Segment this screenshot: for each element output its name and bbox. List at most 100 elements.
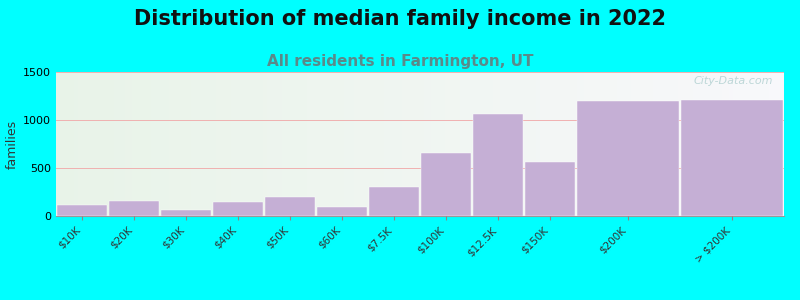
Bar — [133, 72, 136, 216]
Bar — [89, 72, 93, 216]
Bar — [460, 72, 464, 216]
Bar — [303, 72, 307, 216]
Bar — [107, 72, 110, 216]
Bar — [322, 72, 326, 216]
Bar — [370, 187, 418, 216]
Bar — [274, 72, 278, 216]
Bar — [58, 206, 106, 216]
Bar — [707, 72, 711, 216]
Bar — [220, 72, 223, 216]
Bar — [697, 72, 700, 216]
Bar — [296, 72, 300, 216]
Bar — [213, 72, 216, 216]
Bar — [558, 72, 562, 216]
Bar — [722, 72, 726, 216]
Bar — [260, 72, 263, 216]
Bar — [514, 72, 518, 216]
Bar — [577, 72, 580, 216]
Bar — [526, 162, 574, 216]
Bar — [638, 72, 642, 216]
Bar — [343, 72, 347, 216]
Bar — [675, 72, 678, 216]
Bar — [613, 72, 617, 216]
Bar — [777, 72, 780, 216]
Bar — [333, 72, 336, 216]
Bar — [362, 72, 366, 216]
Y-axis label: families: families — [6, 119, 19, 169]
Bar — [329, 72, 333, 216]
Bar — [573, 72, 577, 216]
Bar — [234, 72, 238, 216]
Bar — [162, 72, 166, 216]
Bar — [347, 72, 351, 216]
Bar — [402, 72, 406, 216]
Bar — [351, 72, 354, 216]
Bar — [678, 72, 682, 216]
Bar — [278, 72, 282, 216]
Bar — [511, 72, 514, 216]
Bar — [416, 72, 420, 216]
Bar — [551, 72, 554, 216]
Bar — [114, 72, 118, 216]
Bar — [183, 72, 187, 216]
Bar — [657, 72, 660, 216]
Bar — [693, 72, 697, 216]
Bar — [266, 197, 314, 216]
Bar — [289, 72, 293, 216]
Bar — [770, 72, 773, 216]
Bar — [122, 72, 125, 216]
Bar — [125, 72, 129, 216]
Bar — [194, 72, 198, 216]
Text: All residents in Farmington, UT: All residents in Farmington, UT — [266, 54, 534, 69]
Bar — [594, 72, 598, 216]
Bar — [56, 72, 60, 216]
Bar — [230, 72, 234, 216]
Bar — [358, 72, 362, 216]
Bar — [755, 72, 758, 216]
Bar — [518, 72, 522, 216]
Bar — [726, 72, 730, 216]
Bar — [467, 72, 471, 216]
Bar — [780, 72, 784, 216]
Bar — [500, 72, 504, 216]
Bar — [256, 72, 260, 216]
Bar — [744, 72, 747, 216]
Bar — [154, 72, 158, 216]
Bar — [180, 72, 183, 216]
Bar — [100, 72, 103, 216]
Bar — [78, 72, 82, 216]
Bar — [176, 72, 180, 216]
Bar — [562, 72, 566, 216]
Bar — [544, 72, 547, 216]
Bar — [394, 72, 398, 216]
Bar — [570, 72, 573, 216]
Bar — [598, 72, 602, 216]
Bar — [67, 72, 70, 216]
Text: Distribution of median family income in 2022: Distribution of median family income in … — [134, 9, 666, 29]
Bar — [438, 72, 442, 216]
Bar — [63, 72, 67, 216]
Bar — [664, 72, 667, 216]
Bar — [136, 72, 140, 216]
Bar — [162, 210, 210, 216]
Bar — [530, 72, 533, 216]
Bar — [384, 72, 387, 216]
Bar — [310, 72, 314, 216]
Bar — [270, 72, 274, 216]
Bar — [238, 72, 242, 216]
Bar — [249, 72, 253, 216]
Bar — [190, 72, 194, 216]
Bar — [449, 72, 453, 216]
Bar — [282, 72, 286, 216]
Bar — [474, 114, 522, 216]
Bar — [366, 72, 369, 216]
Bar — [326, 72, 329, 216]
Bar — [424, 72, 427, 216]
Bar — [758, 72, 762, 216]
Bar — [507, 72, 511, 216]
Bar — [540, 72, 544, 216]
Bar — [286, 72, 289, 216]
Bar — [631, 72, 634, 216]
Bar — [110, 201, 158, 216]
Bar — [591, 72, 594, 216]
